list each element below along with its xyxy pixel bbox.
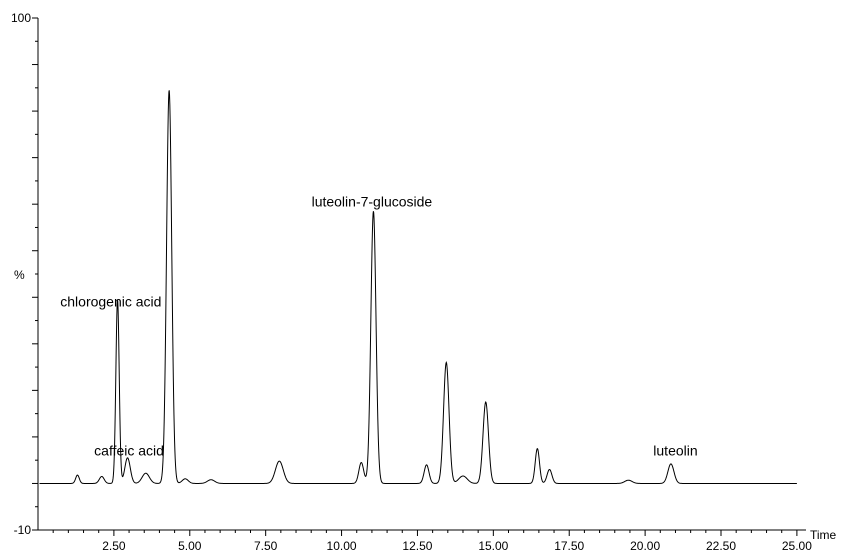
x-tick-label: 22.50 [706,539,736,553]
peak-annotations: chlorogenic acid caffeic acid luteolin-7-g… [60,194,697,459]
y-axis-label: % [14,268,25,282]
y-axis-ticks: 100 -10 [11,11,38,537]
x-tick-label: 10.00 [327,539,357,553]
peak-annotation: chlorogenic acid [60,294,161,310]
x-tick-label: 5.00 [178,539,202,553]
y-tick-label: -10 [14,523,32,537]
chromatogram-trace [39,90,797,484]
x-tick-label: 17.50 [554,539,584,553]
x-axis-ticks: 2.50 5.00 7.50 10.00 12.50 15.00 17.50 20.00 22.… [52,530,812,553]
x-tick-label: 25.00 [782,539,812,553]
y-tick-label: 100 [11,11,31,25]
peak-annotation: caffeic acid [94,443,164,459]
peak-annotation: luteolin [653,443,697,459]
x-axis-label: Time [810,528,837,542]
x-tick-label: 12.50 [402,539,432,553]
x-tick-label: 2.50 [102,539,126,553]
x-tick-label: 20.00 [630,539,660,553]
peak-annotation: luteolin-7-glucoside [312,194,433,210]
x-tick-label: 15.00 [478,539,508,553]
x-tick-label: 7.50 [254,539,278,553]
